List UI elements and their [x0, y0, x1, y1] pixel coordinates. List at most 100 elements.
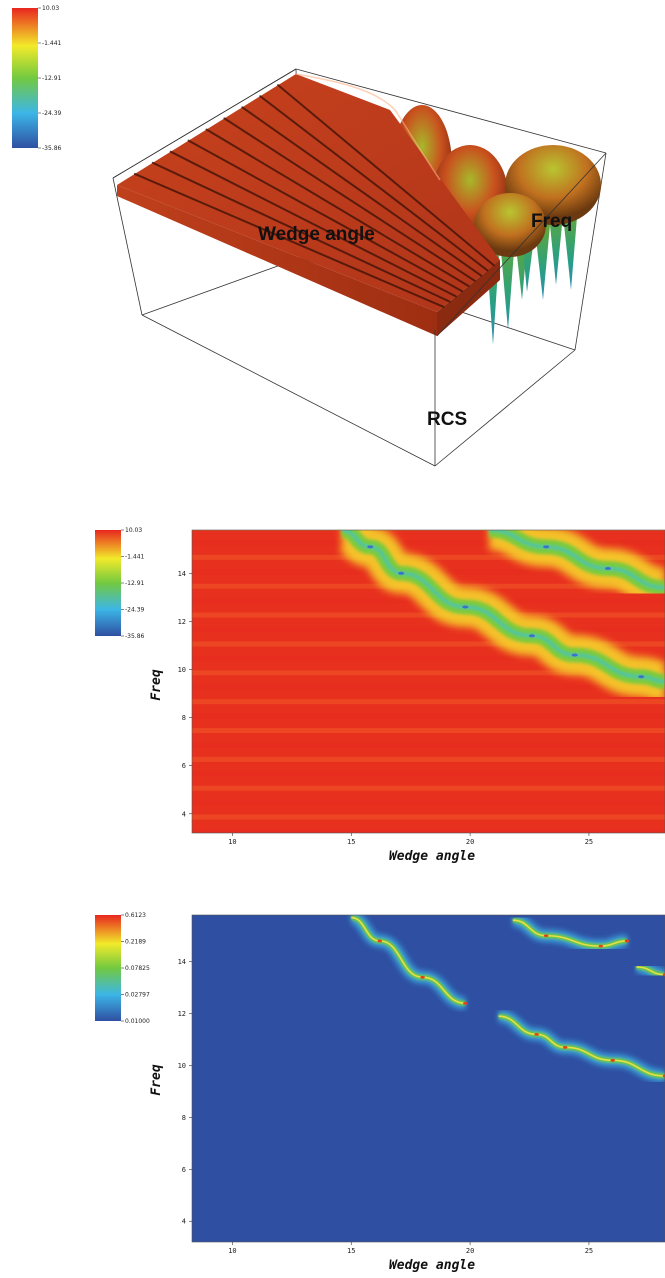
- colorbar-3d-ramp: [12, 8, 38, 148]
- colorbar-3d-tick-label: -12.91: [42, 75, 62, 82]
- prob-peak: [598, 944, 604, 948]
- rcs-stripe: [192, 612, 665, 618]
- colorbar-3d-tick-label: -1.441: [42, 40, 62, 47]
- surface-plot: 10.03 -1.441 -12.91 -24.39 -35.86: [12, 5, 607, 467]
- colorbar-3d-tick-label: 10.03: [42, 5, 59, 12]
- rcs-x-tick-label: 10: [228, 838, 236, 846]
- rcs-stripe: [192, 684, 665, 690]
- y-axis-label-3d: Freq: [531, 211, 572, 232]
- colorbar-rcs-tick-label: 10.03: [125, 527, 142, 534]
- rcs-stripe: [192, 800, 665, 806]
- prob-peak: [420, 975, 425, 979]
- rcs-null-point: [638, 675, 645, 679]
- surface-ridge: [169, 150, 457, 298]
- prob-x-tick-label: 10: [228, 1247, 236, 1255]
- rcs-x-tick-label: 20: [466, 838, 474, 846]
- colorbar-rcs: 10.03 -1.441 -12.91 -24.39 -35.86: [95, 527, 145, 640]
- prob-heatmap-field: [192, 915, 665, 1242]
- x-axis-label-3d: Wedge angle: [258, 224, 375, 245]
- colorbar-rcs-tick-label: -12.91: [125, 580, 145, 587]
- rcs-stripe: [192, 540, 665, 546]
- z-axis-label-3d: RCS: [427, 409, 467, 430]
- colorbar-rcs-tick-label: -24.39: [125, 607, 145, 614]
- prob-y-tick-label: 12: [178, 1010, 186, 1018]
- rcs-heatmap: 10.03 -1.441 -12.91 -24.39 -35.86 10 15 20 25 4…: [95, 527, 665, 864]
- rcs-null-point: [462, 605, 469, 609]
- surface-ridge: [187, 139, 464, 293]
- prob-x-tick-label: 25: [585, 1247, 593, 1255]
- rcs-stripe: [192, 829, 665, 833]
- surface-ridge: [205, 128, 470, 287]
- rcs-stripe: [192, 670, 665, 676]
- rcs-y-tick-label: 12: [178, 618, 186, 626]
- prob-peak: [463, 1001, 468, 1005]
- surface-ridge: [277, 84, 495, 267]
- prob-band-core: [636, 966, 665, 976]
- rcs-stripe: [192, 554, 665, 560]
- colorbar-rcs-tick-label: -35.86: [125, 633, 145, 640]
- rcs-null-point: [367, 545, 374, 549]
- prob-heatmap: 0.6123 0.2189 0.07825 0.02797 0.01000 10 15 20…: [95, 912, 665, 1273]
- rcs-stripe: [192, 728, 665, 733]
- rcs-stripe: [192, 641, 665, 647]
- rcs-stripe: [192, 742, 665, 748]
- rcs-null-core: [341, 530, 665, 684]
- prob-band-core: [351, 916, 466, 1005]
- prob-x-tick-label: 15: [347, 1247, 355, 1255]
- colorbar-prob: 0.6123 0.2189 0.07825 0.02797 0.01000: [95, 912, 150, 1025]
- colorbar-prob-tick-label: 0.2189: [125, 939, 146, 946]
- surface-ridge: [259, 95, 489, 272]
- colorbar-prob-tick-label: 0.6123: [125, 912, 146, 919]
- prob-y-tick-label: 14: [178, 958, 186, 966]
- prob-peak: [662, 973, 665, 977]
- surface-ridge: [241, 106, 483, 277]
- rcs-stripe: [192, 756, 665, 762]
- prob-peak: [377, 939, 382, 943]
- x-axis-title: Wedge angle: [389, 1258, 475, 1273]
- x-axis-title: Wedge angle: [389, 849, 475, 864]
- rcs-y-tick-label: 10: [178, 666, 186, 674]
- surface-ridge: [151, 161, 451, 303]
- colorbar-3d-tick-label: -35.86: [42, 145, 62, 152]
- rcs-null-core: [489, 530, 665, 590]
- y-axis-title: Freq: [149, 669, 164, 700]
- surface-ridge: [223, 117, 476, 282]
- rcs-y-tick-label: 8: [182, 714, 186, 722]
- bounding-box-front: [434, 152, 607, 466]
- rcs-null-point: [398, 571, 405, 575]
- rcs-null-point: [604, 566, 611, 570]
- rcs-stripe: [192, 655, 665, 661]
- colorbar-prob-tick-label: 0.01000: [125, 1018, 150, 1025]
- rcs-null-point: [528, 634, 535, 638]
- rcs-stripe: [192, 699, 665, 705]
- colorbar-prob-ramp: [95, 915, 121, 1021]
- prob-x-tick-label: 20: [466, 1247, 474, 1255]
- prob-peak: [534, 1032, 539, 1036]
- surface-slab: [117, 73, 500, 336]
- prob-heatmap-panel: 0.6123 0.2189 0.07825 0.02797 0.01000 10 15 20…: [0, 905, 665, 1278]
- rcs-y-tick-label: 4: [182, 810, 186, 818]
- colorbar-3d-tick-label: -24.39: [42, 110, 62, 117]
- rcs-stripe: [192, 713, 665, 719]
- prob-peak: [610, 1058, 615, 1062]
- surface-panel: 10.03 -1.441 -12.91 -24.39 -35.86: [0, 0, 665, 480]
- y-axis-title: Freq: [149, 1064, 164, 1095]
- colorbar-rcs-ramp: [95, 530, 121, 636]
- rcs-null-point: [571, 653, 578, 657]
- colorbar-prob-tick-label: 0.07825: [125, 965, 150, 972]
- rcs-stripe: [192, 771, 665, 777]
- prob-peak: [662, 1074, 665, 1078]
- prob-y-tick-label: 10: [178, 1062, 186, 1070]
- rcs-y-tick-label: 6: [182, 762, 186, 770]
- prob-y-tick-label: 6: [182, 1166, 186, 1174]
- prob-y-tick-label: 8: [182, 1114, 186, 1122]
- rcs-heatmap-field: [192, 530, 665, 833]
- rcs-x-tick-label: 15: [347, 838, 355, 846]
- colorbar-3d: 10.03 -1.441 -12.91 -24.39 -35.86: [12, 5, 62, 152]
- rcs-y-tick-label: 14: [178, 570, 186, 578]
- prob-band-core: [512, 919, 627, 947]
- rcs-stripe: [192, 814, 665, 820]
- prob-peak: [543, 934, 549, 938]
- prob-peak: [562, 1045, 568, 1049]
- colorbar-rcs-tick-label: -1.441: [125, 554, 145, 561]
